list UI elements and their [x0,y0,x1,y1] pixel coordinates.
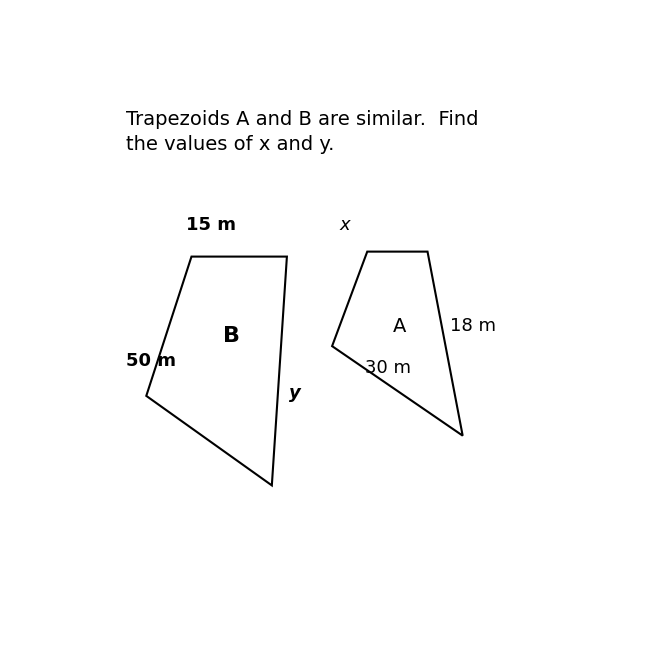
Text: B: B [223,326,240,346]
Text: A: A [393,317,406,336]
Text: 50 m: 50 m [126,352,176,370]
Text: y: y [290,384,301,402]
Text: x: x [339,216,350,234]
Text: 15 m: 15 m [187,216,237,234]
Text: 18 m: 18 m [450,317,496,335]
Text: the values of x and y.: the values of x and y. [126,135,334,154]
Text: Trapezoids A and B are similar.  Find: Trapezoids A and B are similar. Find [126,110,479,129]
Text: 30 m: 30 m [365,359,411,377]
